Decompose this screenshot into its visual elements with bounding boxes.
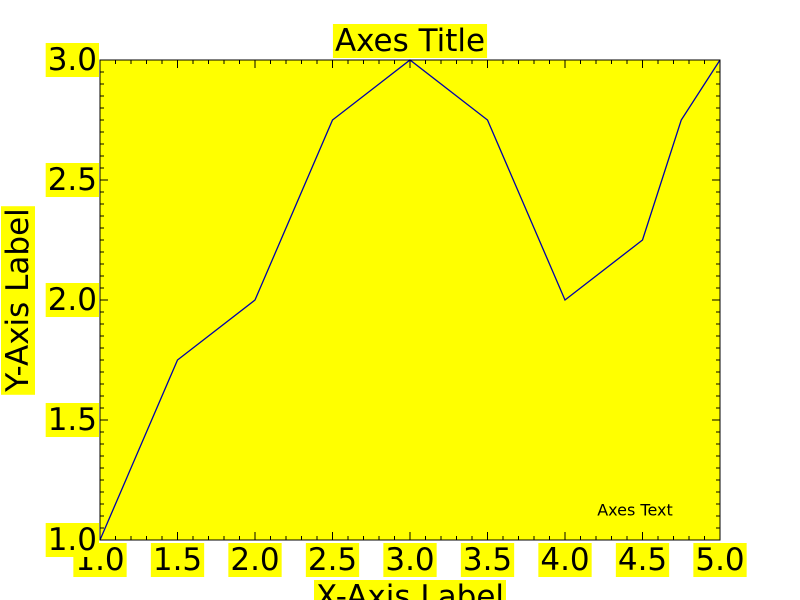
y-axis-label: Y-Axis Label — [0, 208, 36, 393]
x-tick-label-group: 2.5 — [305, 542, 360, 578]
x-tick-label-group: 1.5 — [150, 542, 205, 578]
chart-title-highlight — [332, 24, 488, 58]
chart-title: Axes Title — [335, 23, 485, 59]
x-tick-label-highlight — [383, 543, 437, 577]
y-tick-label: 2.0 — [48, 282, 97, 318]
series-line-0 — [99, 59, 721, 541]
plot-area — [100, 60, 720, 540]
x-tick-label-highlight — [228, 543, 282, 577]
x-tick-label-highlight — [538, 543, 592, 577]
x-tick-label: 1.5 — [153, 542, 202, 578]
x-tick-label: 5.0 — [695, 542, 744, 578]
x-tick-label: 2.0 — [230, 542, 279, 578]
x-tick-label-group: 3.0 — [383, 542, 437, 578]
y-tick-label: 3.0 — [48, 42, 97, 78]
axes-annotation: Axes Text — [597, 501, 673, 520]
y-tick-label: 1.0 — [48, 522, 97, 558]
x-tick-label-group: 4.0 — [538, 542, 592, 578]
x-tick-label: 3.5 — [463, 542, 512, 578]
y-tick-label-group: 1.0 — [45, 522, 99, 558]
y-tick-label: 1.5 — [48, 402, 97, 438]
x-tick-label-group: 2.0 — [228, 542, 282, 578]
x-tick-label: 3.0 — [385, 542, 434, 578]
x-axis-label: X-Axis Label — [316, 579, 504, 600]
x-tick-label: 4.5 — [618, 542, 667, 578]
x-axis-label-group: X-Axis Label — [314, 579, 506, 600]
y-tick-label-group: 1.5 — [45, 402, 99, 438]
y-tick-label-highlight — [45, 163, 99, 197]
y-tick-label-group: 2.5 — [45, 162, 99, 198]
y-tick-label-group: 2.0 — [45, 282, 99, 318]
chart-title-group: Axes Title — [332, 23, 488, 59]
x-tick-label: 2.5 — [308, 542, 357, 578]
y-tick-label-highlight — [45, 283, 99, 317]
x-tick-label-highlight — [460, 543, 515, 577]
x-tick-label-highlight — [305, 543, 360, 577]
y-tick-label-highlight — [45, 403, 99, 437]
x-tick-label-highlight — [150, 543, 205, 577]
x-tick-label: 4.0 — [540, 542, 589, 578]
y-tick-label-highlight — [45, 523, 99, 557]
x-tick-label-group: 4.5 — [615, 542, 670, 578]
x-axis-label-highlight — [314, 580, 506, 600]
y-axis-label-highlight — [1, 206, 35, 395]
y-tick-label: 2.5 — [48, 162, 97, 198]
y-tick-label-group: 3.0 — [45, 42, 99, 78]
y-tick-label-highlight — [45, 43, 99, 77]
x-tick-label-highlight — [693, 543, 747, 577]
plot-frame — [99, 59, 721, 541]
y-axis-label-group: Y-Axis Label — [0, 206, 36, 395]
x-tick-label-group: 5.0 — [693, 542, 747, 578]
x-tick-label-highlight — [615, 543, 670, 577]
x-tick-label-group: 3.5 — [460, 542, 515, 578]
